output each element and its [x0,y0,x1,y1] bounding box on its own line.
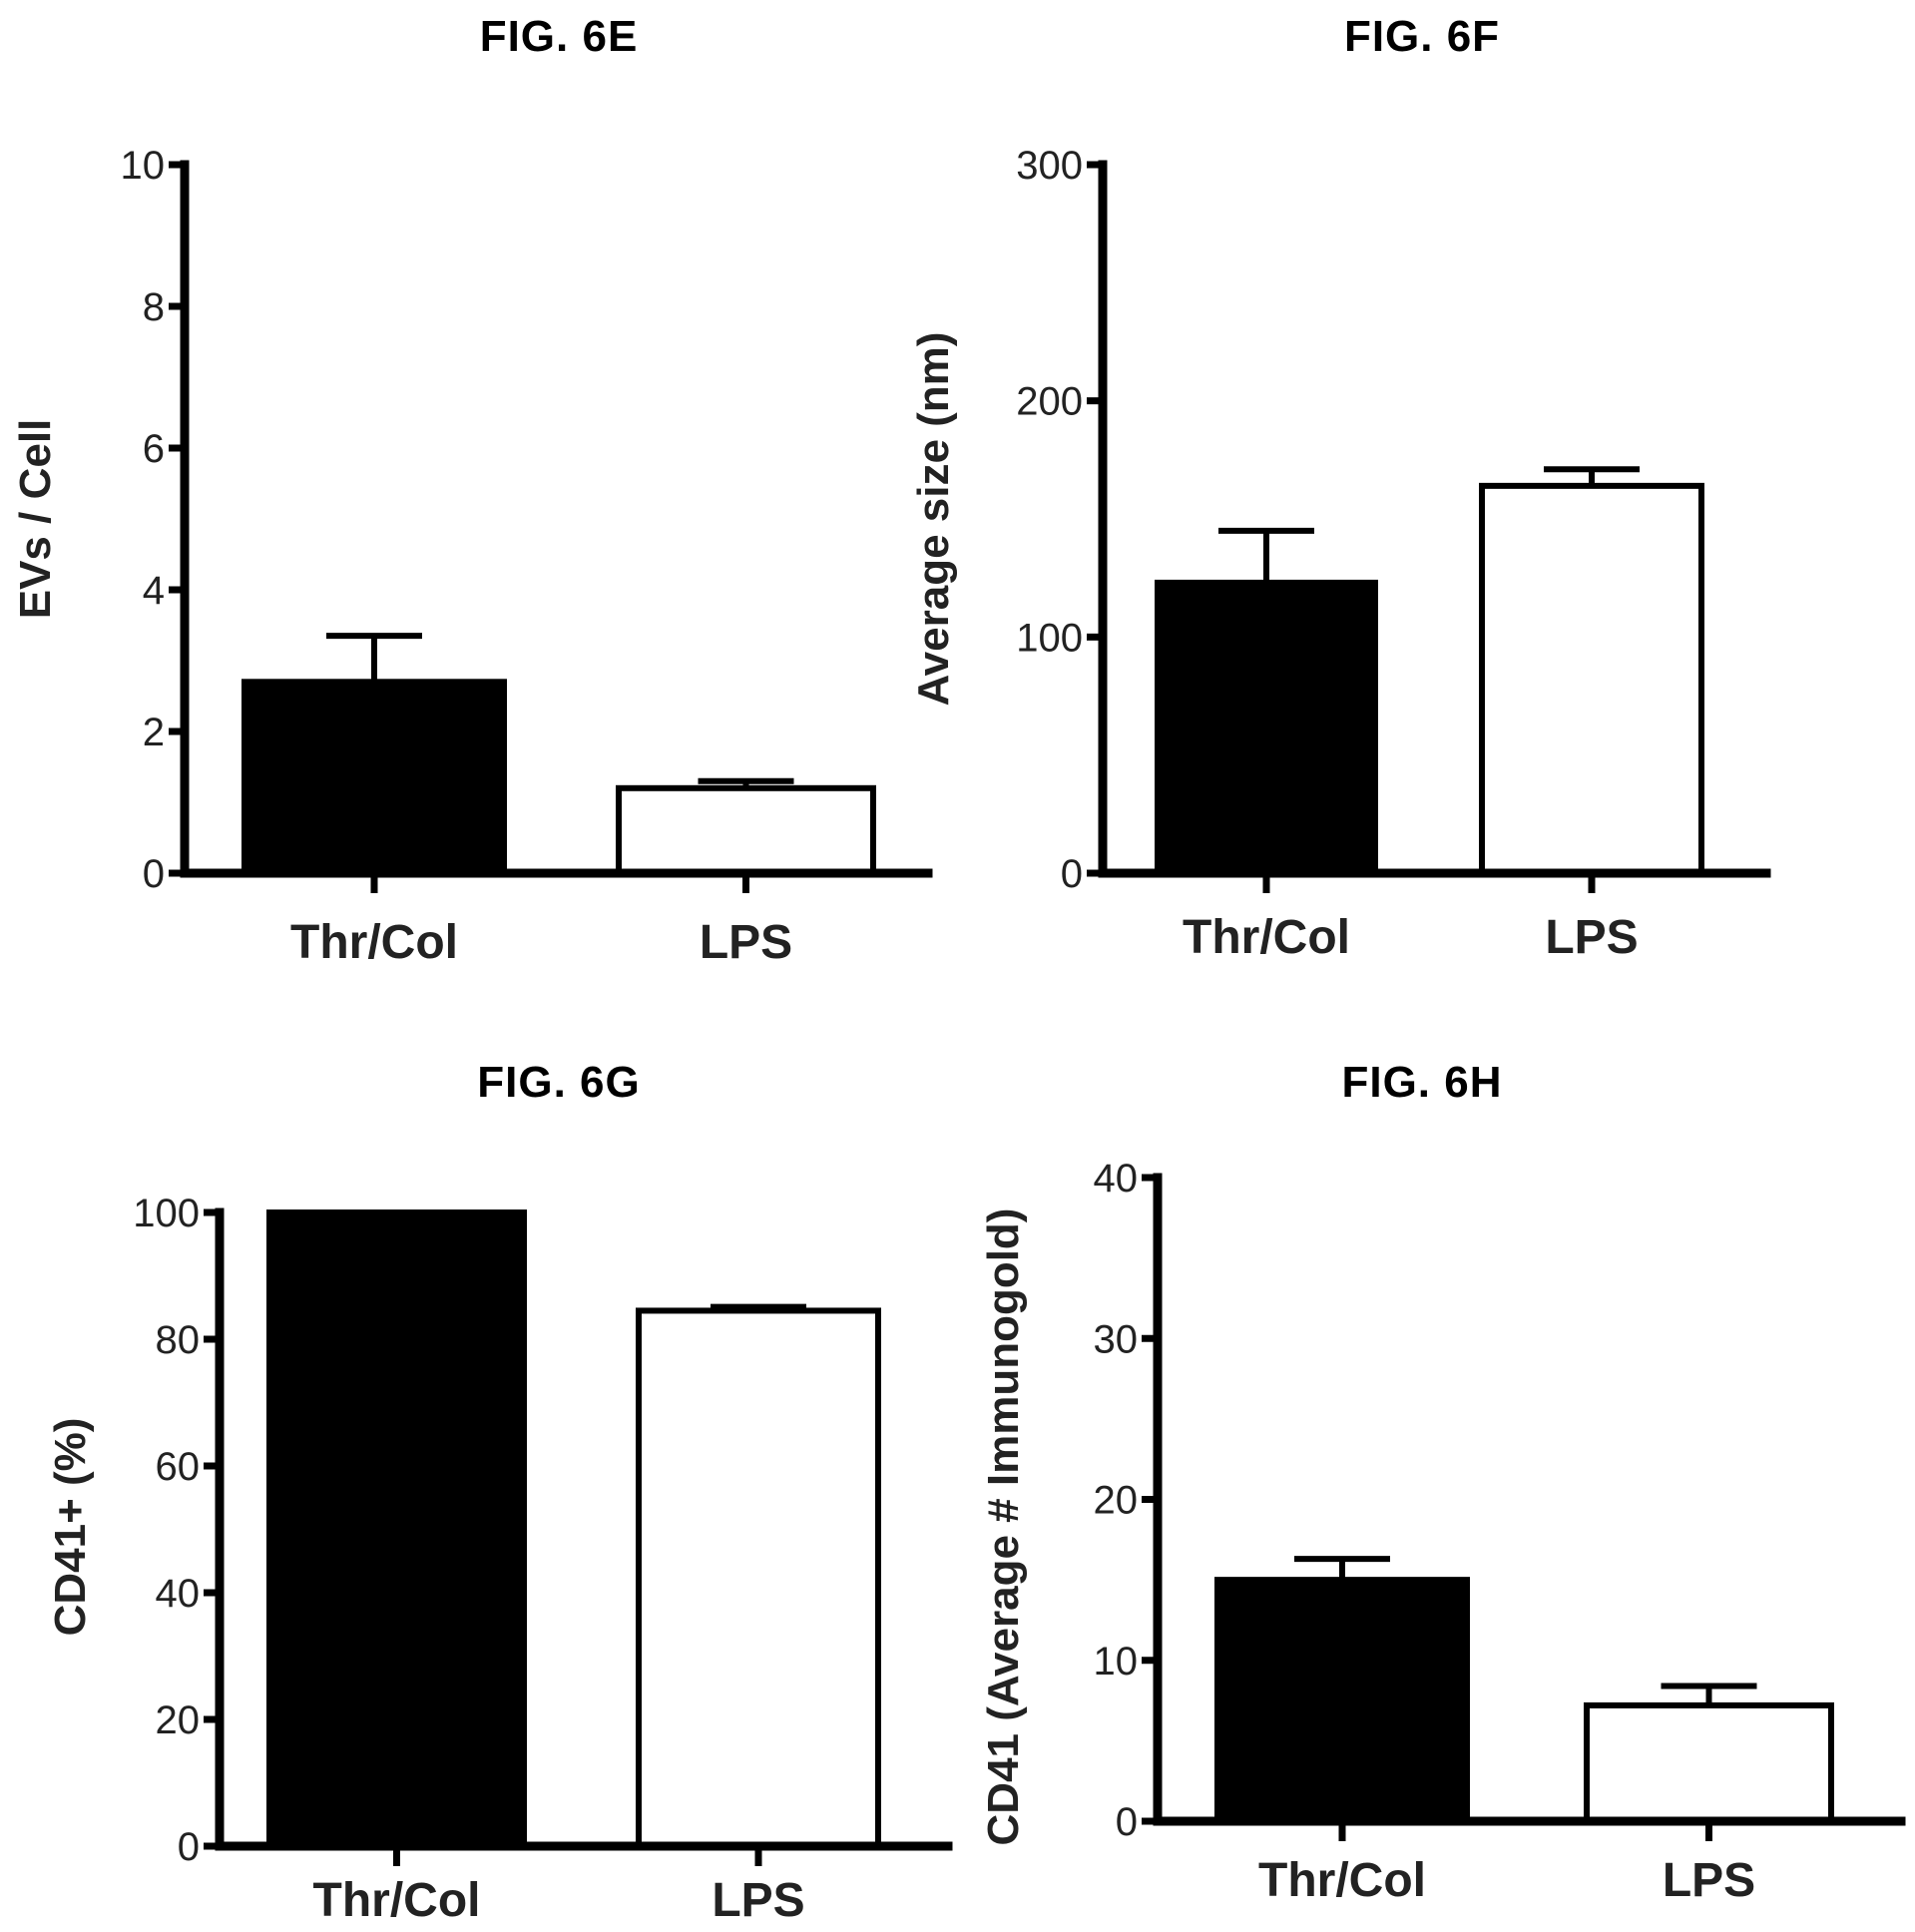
fig6f-y-tick-label: 0 [1061,852,1083,896]
fig6f-y-tick-label: 300 [1016,144,1083,188]
fig6e-category-label: LPS [700,916,792,969]
fig6h-category-label: Thr/Col [1258,1854,1426,1907]
fig6g-y-tick-label: 60 [156,1445,201,1489]
fig6e-y-tick-label: 10 [121,144,166,188]
fig6g-y-tick-label: 40 [156,1572,201,1616]
fig6e-y-tick-label: 0 [143,852,165,896]
fig6g-y-tick-label: 0 [178,1825,200,1869]
fig6f-category-label: Thr/Col [1183,911,1350,964]
fig6g-y-tick-label: 100 [133,1192,200,1235]
fig6g-category-label: LPS [712,1874,804,1927]
fig6h-y-tick-label: 20 [1094,1479,1139,1523]
fig6e-y-tick-label: 4 [143,569,165,613]
fig6f-category-label: LPS [1545,911,1638,964]
fig6h-bar-lps [1584,1701,1834,1825]
fig6e-y-tick-label: 8 [143,285,165,329]
fig6e-category-label: Thr/Col [290,916,458,969]
fig6h-y-tick-label: 30 [1094,1317,1139,1361]
fig6g-y-axis-label: CD41+ (%) [46,1418,95,1637]
fig-6h-title: FIG. 6H [1341,1058,1503,1107]
fig6f-y-tick-label: 100 [1016,616,1083,660]
fig6e-bar-thr-col [241,679,507,876]
fig6g-y-tick-label: 20 [156,1698,201,1742]
fig6g-y-tick-label: 80 [156,1318,201,1362]
fig6g-category-label: Thr/Col [313,1874,481,1927]
fig6h-y-tick-label: 10 [1094,1640,1139,1684]
fig6f-bar-thr-col [1155,579,1378,877]
fig6g-bar-lps [636,1307,881,1850]
fig6g-bar-thr-col [266,1209,527,1849]
fig6h-bar-thr-col [1214,1577,1470,1824]
fig-6e-title: FIG. 6E [479,12,639,61]
fig-6g-title: FIG. 6G [477,1058,641,1107]
fig6h-y-axis-label: CD41 (Average # Immunogold) [979,1208,1028,1846]
fig6f-bar-lps [1479,482,1704,876]
fig6f-y-axis-label: Average size (nm) [909,332,958,707]
fig6h-category-label: LPS [1663,1854,1755,1907]
fig6e-y-tick-label: 6 [143,427,165,471]
fig6e-y-axis-label: EVs / Cell [11,419,60,620]
fig6e-y-tick-label: 2 [143,711,165,754]
fig6e-bar-lps [616,784,876,876]
fig6h-y-tick-label: 0 [1116,1800,1138,1844]
fig6f-y-tick-label: 200 [1016,380,1083,424]
fig-6f-title: FIG. 6F [1343,12,1501,61]
fig6h-y-tick-label: 40 [1094,1157,1139,1201]
